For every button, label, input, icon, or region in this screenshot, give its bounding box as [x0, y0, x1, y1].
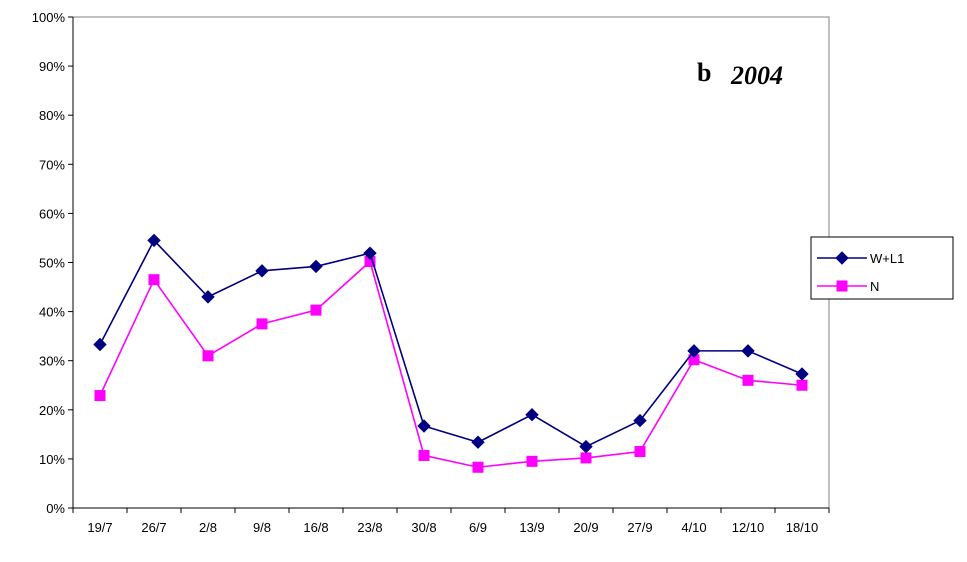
data-point	[257, 319, 267, 329]
data-point	[580, 441, 592, 453]
series-layer	[94, 234, 808, 472]
chart-title: b 2004	[697, 58, 783, 90]
series-w-l1	[94, 234, 808, 452]
legend-box	[811, 237, 953, 299]
legend-marker	[837, 281, 847, 291]
y-tick-label: 20%	[39, 403, 65, 418]
legend-label: N	[870, 279, 879, 294]
x-tick-label: 9/8	[253, 520, 271, 535]
x-tick-label: 6/9	[469, 520, 487, 535]
x-tick-label: 23/8	[357, 520, 382, 535]
series-n	[95, 257, 807, 473]
data-point	[472, 436, 484, 448]
legend-label: W+L1	[870, 251, 904, 266]
x-tick-label: 16/8	[303, 520, 328, 535]
y-tick-label: 50%	[39, 256, 65, 271]
x-tick-label: 4/10	[681, 520, 706, 535]
y-tick-label: 40%	[39, 305, 65, 320]
x-tick-label: 19/7	[87, 520, 112, 535]
data-point	[796, 368, 808, 380]
data-point	[310, 260, 322, 272]
x-tick-label: 26/7	[141, 520, 166, 535]
data-point	[743, 375, 753, 385]
data-point	[797, 380, 807, 390]
data-point	[419, 450, 429, 460]
data-point	[311, 305, 321, 315]
data-point	[473, 462, 483, 472]
y-tick-label: 90%	[39, 59, 65, 74]
x-tick-label: 18/10	[786, 520, 819, 535]
data-point	[581, 453, 591, 463]
chart-year-title: 2004	[730, 61, 783, 90]
y-tick-label: 80%	[39, 108, 65, 123]
x-tick-label: 12/10	[732, 520, 765, 535]
x-tick-label: 20/9	[573, 520, 598, 535]
data-point	[94, 338, 106, 350]
x-tick-label: 27/9	[627, 520, 652, 535]
data-point	[742, 345, 754, 357]
data-point	[527, 456, 537, 466]
data-point	[149, 275, 159, 285]
y-tick-label: 10%	[39, 452, 65, 467]
x-tick-label: 13/9	[519, 520, 544, 535]
data-point	[95, 391, 105, 401]
data-point	[203, 351, 213, 361]
x-tick-label: 2/8	[199, 520, 217, 535]
data-point	[635, 447, 645, 457]
y-tick-label: 100%	[32, 10, 66, 25]
data-point	[418, 420, 430, 432]
y-tick-label: 0%	[46, 501, 65, 516]
panel-label: b	[697, 58, 711, 87]
data-point	[256, 265, 268, 277]
data-point	[526, 409, 538, 421]
legend: W+L1 N	[811, 237, 953, 299]
y-tick-label: 70%	[39, 157, 65, 172]
series-line	[100, 240, 802, 446]
y-tick-label: 60%	[39, 206, 65, 221]
x-tick-label: 30/8	[411, 520, 436, 535]
y-tick-label: 30%	[39, 354, 65, 369]
